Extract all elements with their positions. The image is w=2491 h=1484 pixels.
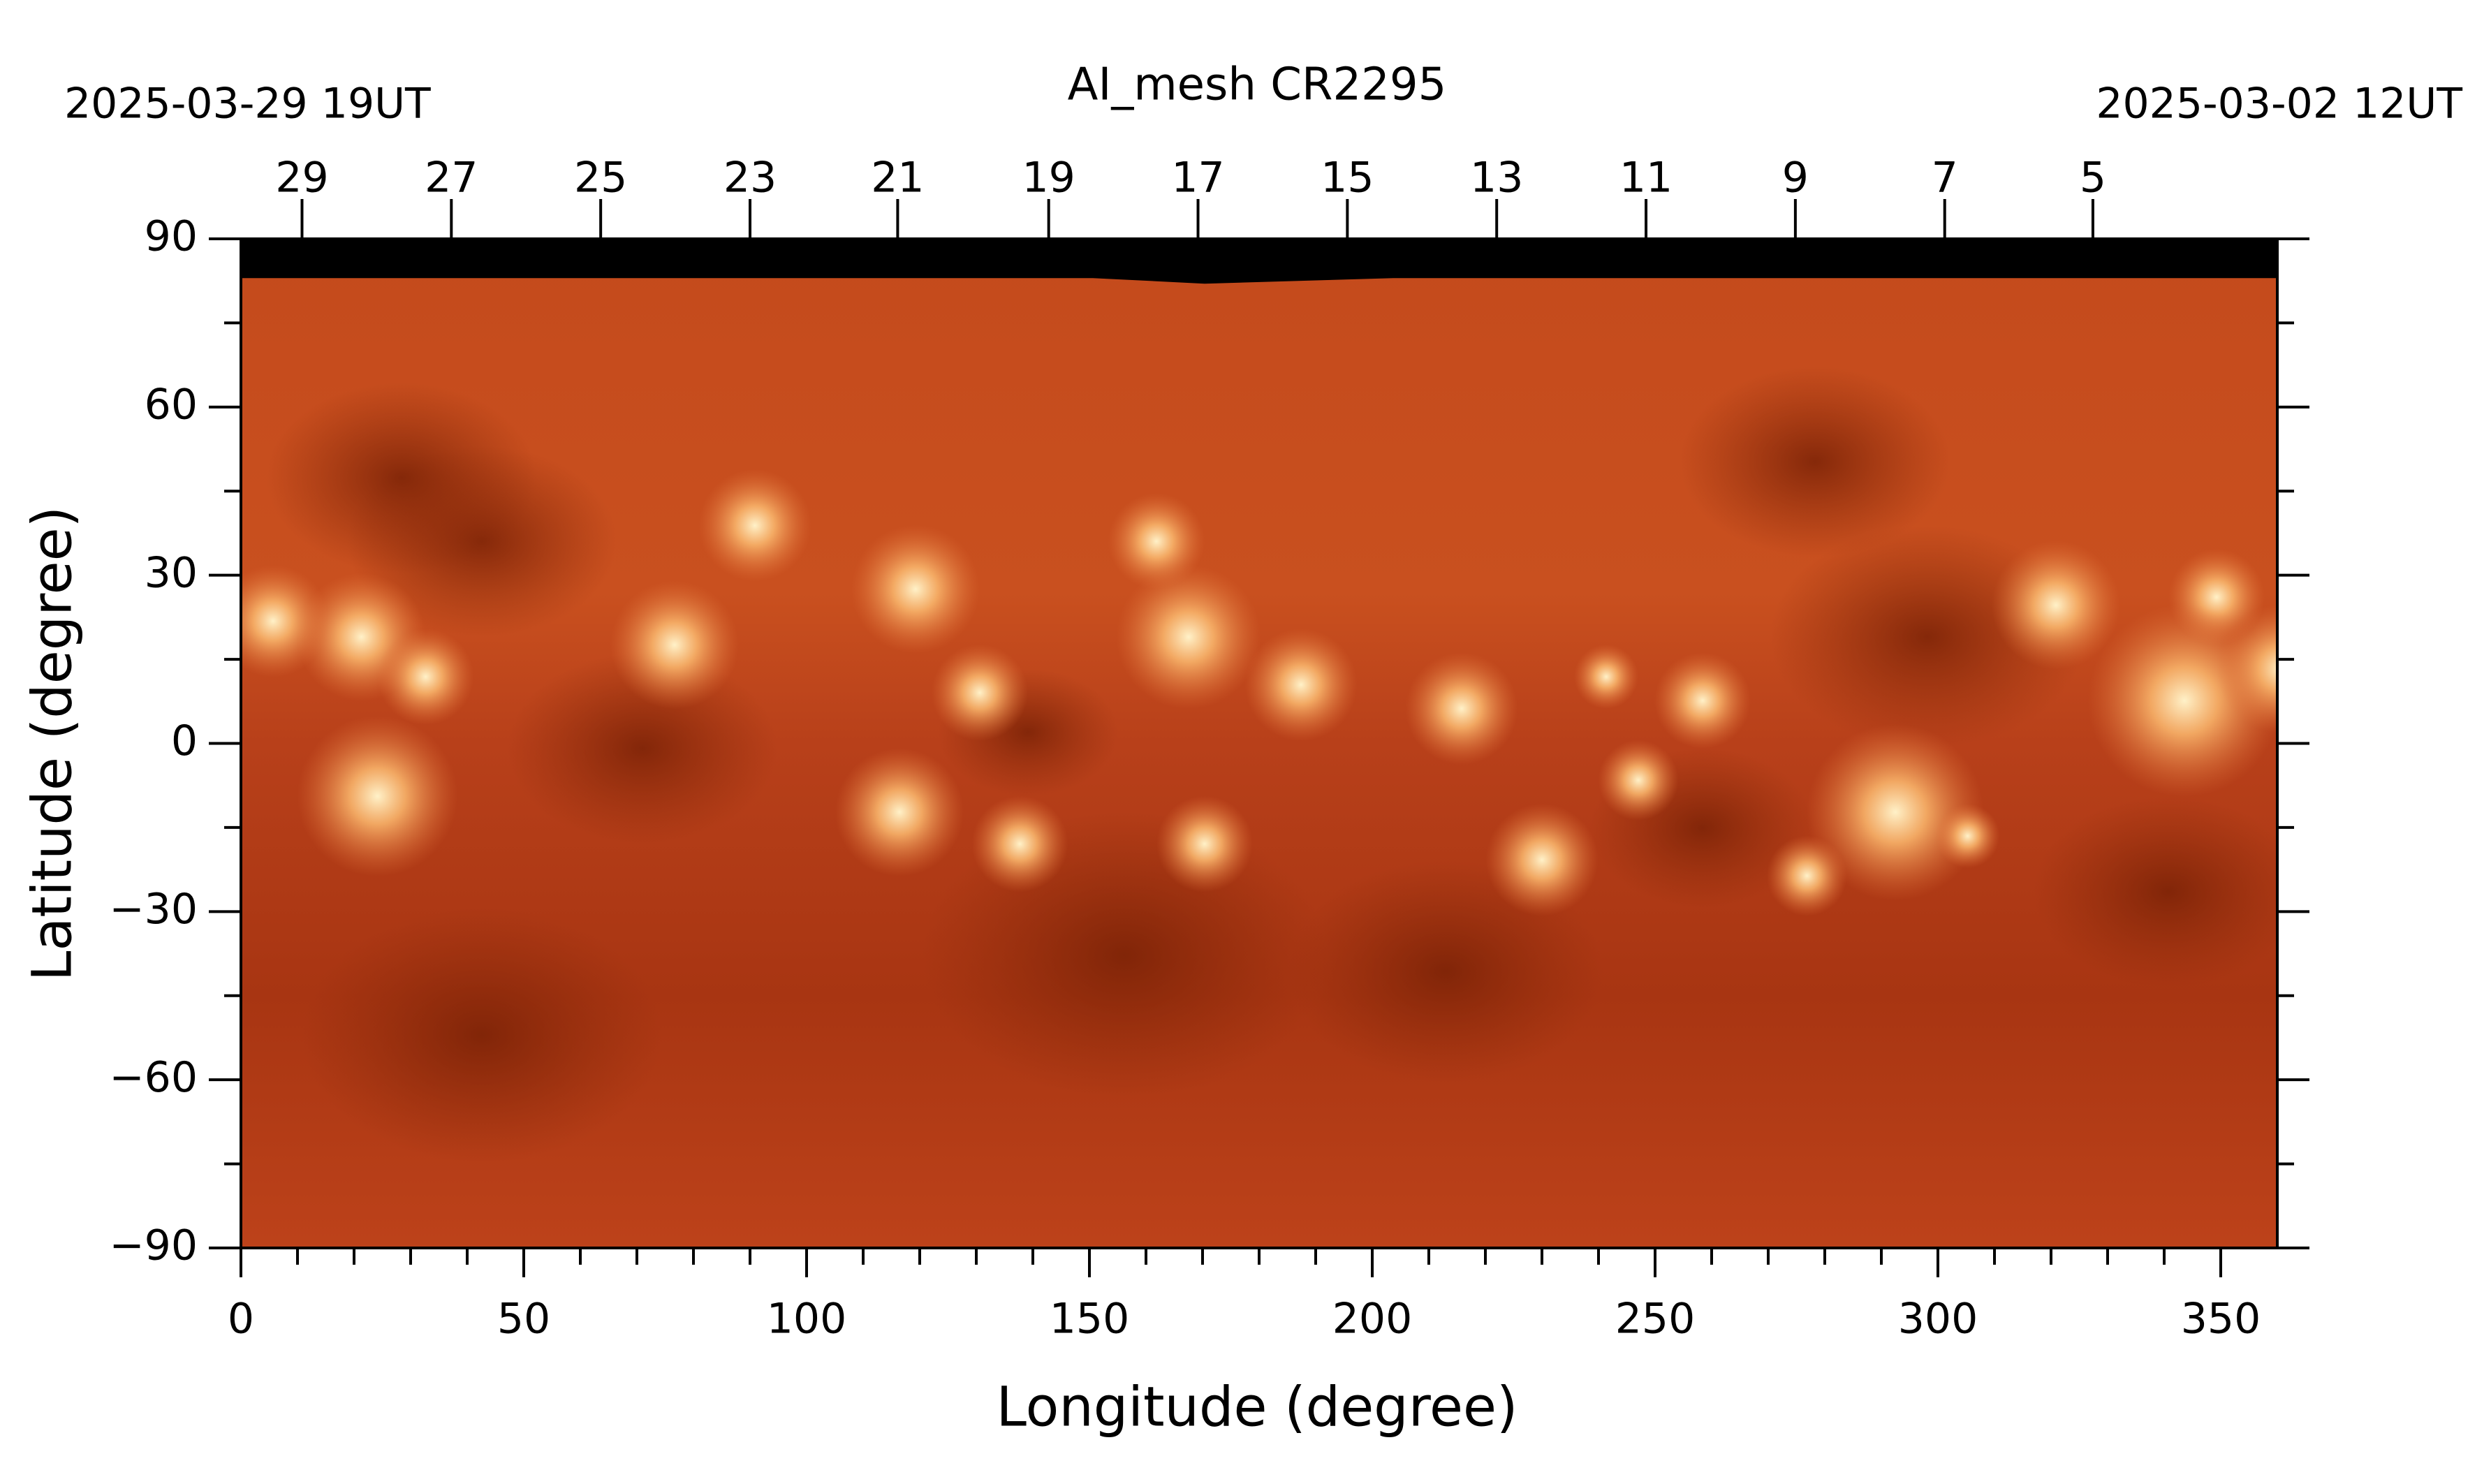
x-tick-label: 100 [767,1295,847,1344]
x-tick-label: 350 [2181,1295,2261,1344]
dark-region [2033,796,2277,987]
x-tick-label: 300 [1898,1295,1978,1344]
top-tick-label: 15 [1321,154,1374,203]
active-region [1116,564,1261,710]
active-region [1598,740,1679,821]
active-region [851,524,980,654]
solar-map [241,239,2277,1248]
active-region [1485,803,1599,916]
active-region [1992,541,2120,670]
active-region [2217,604,2277,733]
x-tick-label: 50 [497,1295,550,1344]
active-region [1244,628,1358,741]
top-tick-label: 19 [1022,154,1075,203]
y-tick-label: 30 [145,548,198,597]
top-tick-label: 5 [2080,154,2106,203]
active-region [377,629,474,725]
active-region [241,564,330,677]
y-tick-label: −90 [109,1221,198,1270]
active-region [835,747,964,876]
active-region [1156,795,1253,892]
active-region [1807,723,1984,901]
top-tick-label: 23 [723,154,777,203]
top-tick-label: 25 [574,154,627,203]
y-axis-label: Latitude (degree) [21,506,84,981]
top-tick-label: 17 [1171,154,1224,203]
dark-region [1288,860,1603,1083]
active-region [297,716,458,876]
active-region [1767,835,1847,916]
x-tick-label: 150 [1050,1295,1130,1344]
y-tick-label: 0 [171,717,198,765]
dark-region [302,907,662,1163]
x-tick-label: 0 [228,1295,254,1344]
active-region [1574,645,1638,709]
top-tick-label: 27 [425,154,478,203]
active-region [1405,652,1518,765]
active-region [1654,652,1751,749]
active-region [610,580,739,710]
dark-region [507,652,778,844]
active-region [971,795,1068,892]
x-tick-label: 250 [1615,1295,1696,1344]
dark-region [266,382,537,573]
active-region [1108,493,1205,590]
end-date: 2025-03-02 12UT [2096,80,2462,128]
x-tick-label: 200 [1332,1295,1413,1344]
chart-title: AI_mesh CR2295 [1068,59,1447,111]
y-tick-label: 90 [145,212,198,261]
dark-region [1680,366,1950,557]
y-tick-label: −30 [109,885,198,934]
y-tick-label: −60 [109,1053,198,1102]
top-tick-label: 7 [1932,154,1958,203]
x-axis-label: Longitude (degree) [997,1376,1518,1439]
top-tick-label: 21 [871,154,924,203]
polar-gap [241,239,2277,284]
start-date: 2025-03-29 19UT [64,80,431,128]
top-tick-label: 29 [275,154,328,203]
active-region [1935,804,2000,868]
top-tick-label: 9 [1782,154,1809,203]
top-tick-label: 13 [1470,154,1523,203]
y-tick-label: 60 [145,380,198,429]
top-tick-label: 11 [1619,154,1673,203]
active-region [932,644,1028,741]
active-region [698,469,811,582]
